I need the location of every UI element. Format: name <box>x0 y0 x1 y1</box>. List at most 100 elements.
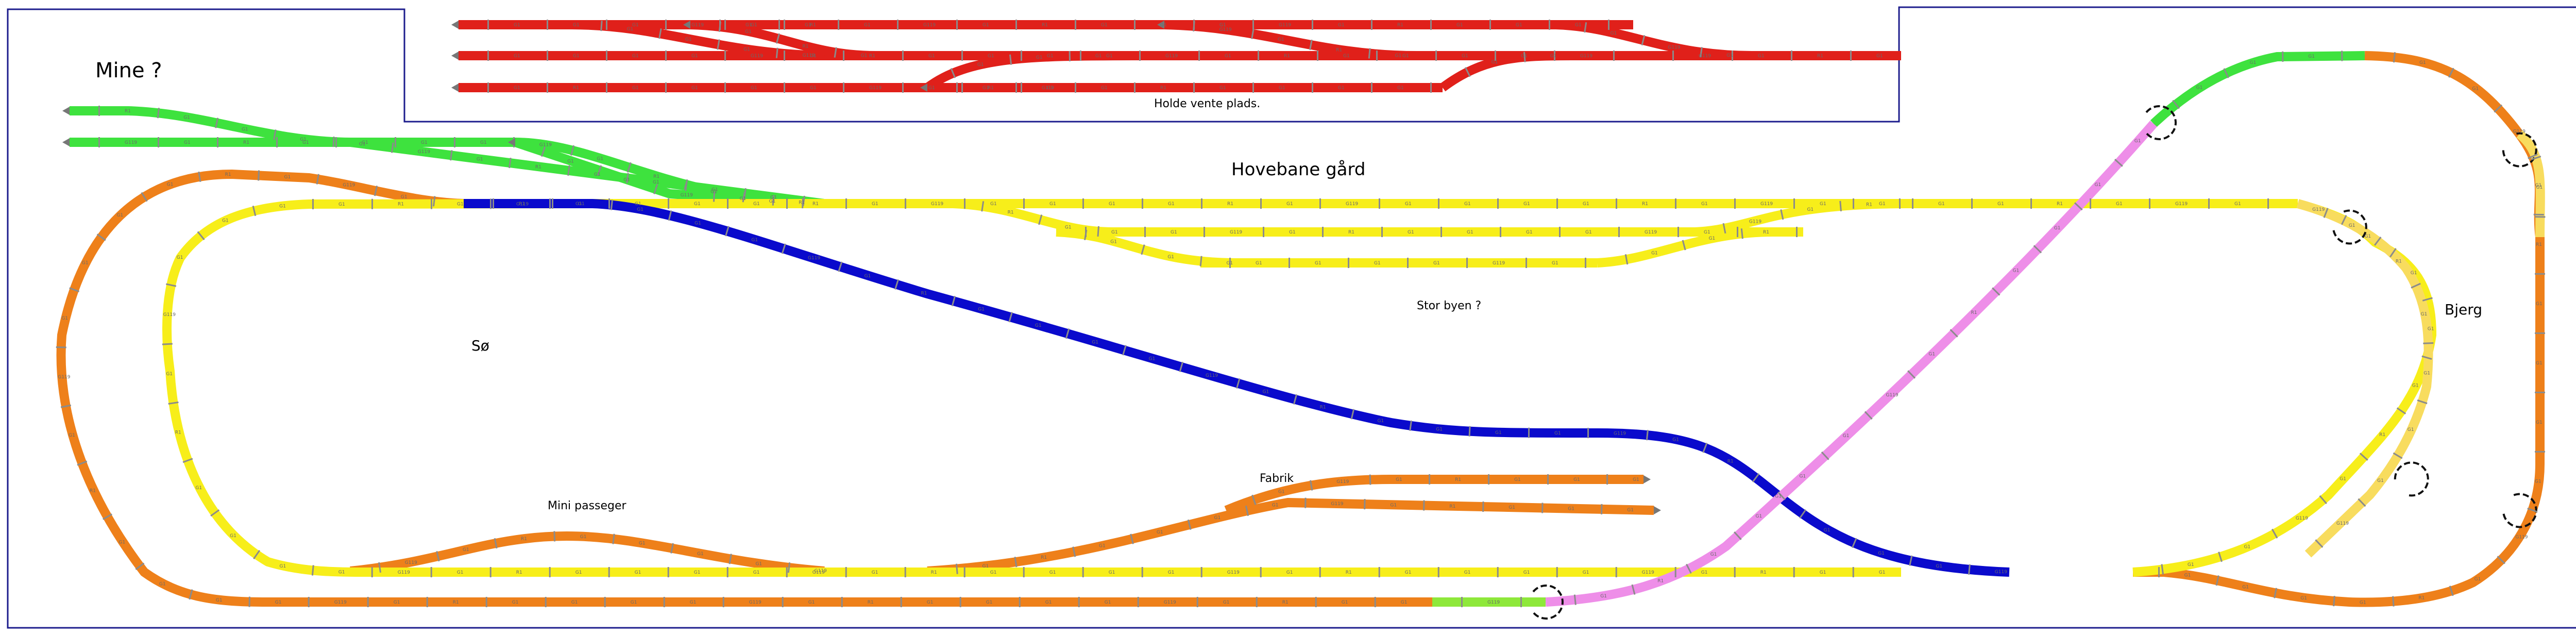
track-piece-code: G1 <box>1092 340 1098 345</box>
track-joint <box>775 47 778 58</box>
track-joint <box>718 21 721 32</box>
track-piece-code: R1 <box>2057 202 2063 207</box>
label-mini-passeger: Mini passeger <box>548 499 627 512</box>
track-piece-code: G1 <box>1219 23 1226 28</box>
overpass-track <box>1545 121 2157 607</box>
track-piece-code: G1 <box>751 23 757 28</box>
track-piece-code: G1 <box>284 175 291 180</box>
track-joint <box>670 543 674 554</box>
track-joint <box>198 171 201 182</box>
track-joint <box>2393 52 2396 63</box>
track-piece-code: G1 <box>1167 255 1174 260</box>
track-piece-code: G1 <box>1509 505 1515 510</box>
track-piece-code: G119 <box>1995 570 2007 575</box>
track-joint <box>1072 546 1076 557</box>
track-joint <box>1641 35 1646 46</box>
track-piece-code: G1 <box>514 86 520 91</box>
track-piece-code: G1 <box>872 570 878 575</box>
track-joint <box>951 296 956 307</box>
track-piece-code: R1 <box>125 109 131 114</box>
track-joint <box>316 174 319 185</box>
track-piece-code: G1 <box>2360 600 2366 606</box>
track-joint <box>981 201 985 212</box>
track-piece-code: G119 <box>1487 600 1500 605</box>
track-piece-code: G1 <box>1807 207 1814 212</box>
track-piece-code: G1 <box>685 37 692 42</box>
track-joint <box>955 563 958 574</box>
track-piece-code: G1 <box>637 207 643 212</box>
track-piece-code: G1 <box>1726 53 1733 58</box>
track-piece-code: G1 <box>1585 230 1592 235</box>
track-piece-code: G1 <box>1101 86 1108 91</box>
track-joint <box>787 562 791 573</box>
track-piece-code: G119 <box>1219 27 1232 32</box>
track-piece-code: G1 <box>1157 530 1163 535</box>
track-piece-code: G1 <box>2408 427 2414 432</box>
track-joint <box>1179 361 1184 372</box>
track-piece-code: G1 <box>166 372 173 377</box>
track-piece-code: G1 <box>230 533 236 539</box>
track-piece-code: G1 <box>805 23 811 28</box>
track-piece-code: R1 <box>175 430 181 435</box>
track-piece-code: G1 <box>632 86 639 91</box>
track-piece-code: G1 <box>1492 60 1498 65</box>
track-piece-code: G1 <box>1099 544 1106 549</box>
track-joint <box>1038 214 1043 225</box>
track-piece-code: R1 <box>799 200 805 205</box>
track-joint <box>391 142 394 153</box>
track-piece-code: G1 <box>1408 230 1414 235</box>
track-piece-code: R1 <box>2536 242 2542 247</box>
track-joint <box>252 205 257 216</box>
track-piece-code: G1 <box>632 23 639 28</box>
track-piece-code: G1 <box>1390 503 1397 508</box>
track-piece-code: G1 <box>1047 54 1054 59</box>
track-piece-code: G1 <box>575 570 582 575</box>
track-piece-code: G1 <box>2424 371 2430 376</box>
track-joint <box>775 33 781 44</box>
track-piece-code: G119 <box>869 86 882 91</box>
track-piece-code: G1 <box>635 202 641 207</box>
track-piece-code: G1 <box>463 547 469 553</box>
track-joint <box>1009 54 1012 65</box>
track-joint <box>1780 209 1784 220</box>
lake-cross-track <box>464 199 2010 577</box>
track-piece-code: G119 <box>815 569 827 574</box>
pink-diagonal-track <box>1545 121 2157 607</box>
track-piece-code: G1 <box>1568 507 1574 512</box>
track-joint <box>1084 229 1088 240</box>
track-piece-code: G1 <box>1035 323 1042 328</box>
outer-loop-tracks <box>56 51 2545 607</box>
mountain-climb-outer <box>2516 130 2545 238</box>
track-piece-code: G1 <box>1633 477 1639 482</box>
end-stop-icon <box>508 138 515 146</box>
track-joint <box>1909 555 1913 566</box>
track-piece-code: G1 <box>864 23 871 28</box>
label-holde-vente-plads: Holde vente plads. <box>1154 97 1260 110</box>
track-joint <box>626 162 632 173</box>
track-joint <box>567 165 570 176</box>
track-joint <box>2274 588 2277 598</box>
track-piece-code: G1 <box>928 86 935 91</box>
track-piece-code: G1 <box>1436 427 1443 432</box>
track-joint <box>103 513 112 520</box>
track-piece-code: G1 <box>1338 86 1345 91</box>
track-piece-code: G1 <box>810 54 817 59</box>
track-piece-code: G119 <box>125 140 137 145</box>
main-yard-switch-3 <box>1694 199 1907 237</box>
track-piece-code: R1 <box>1348 230 1354 235</box>
track-joint <box>1584 22 1587 33</box>
track-piece-code: G1 <box>1109 570 1115 575</box>
track-joint <box>311 565 314 576</box>
track-joint <box>2417 399 2428 405</box>
track-piece-code: R1 <box>1320 405 1326 410</box>
track-joint <box>1646 430 1649 441</box>
track-piece-code: G1 <box>982 23 989 28</box>
track-piece-code: G1 <box>1286 202 1293 207</box>
track-joint <box>135 562 145 570</box>
track-joint <box>69 287 80 292</box>
track-piece-code: G119 <box>418 149 430 155</box>
track-joint <box>1968 564 1971 575</box>
track-piece-code: G1 <box>1401 600 1408 605</box>
track-piece-code: G1 <box>457 570 464 575</box>
track-piece-code: G119 <box>1227 570 1240 575</box>
